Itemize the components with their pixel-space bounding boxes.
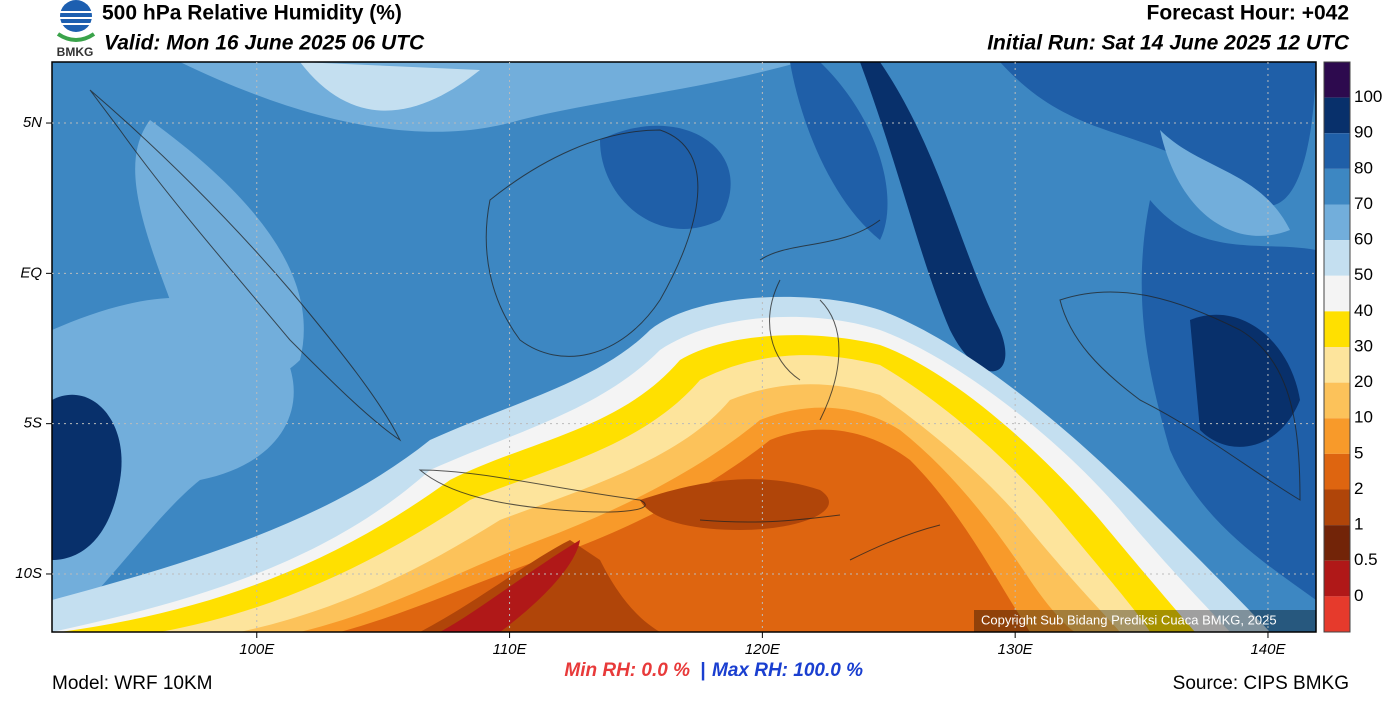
coastlines [89,89,1301,561]
colorbar-label: 90 [1354,123,1373,142]
colorbar-label: 80 [1354,158,1373,177]
colorbar-swatch [1324,133,1350,169]
colorbar-swatch [1324,418,1350,454]
valid-time: Valid: Mon 16 June 2025 06 UTC [104,32,425,55]
colorbar-label: 30 [1354,336,1373,355]
max-rh: Max RH: 100.0 % [712,660,863,681]
y-tick-label: 5N [23,114,42,131]
initial-run: Initial Run: Sat 14 June 2025 12 UTC [987,32,1350,55]
x-tick-label: 120E [745,641,781,658]
forecast-hour: Forecast Hour: +042 [1147,2,1350,25]
colorbar-swatch [1324,382,1350,419]
colorbar-label: 5 [1354,443,1363,462]
colorbar-swatch [1324,275,1350,312]
colorbar-label: 40 [1354,301,1373,320]
logo: BMKG [57,0,96,59]
colorbar-swatch [1324,596,1350,632]
y-tick-label: 5S [24,415,42,432]
colorbar-swatch [1324,347,1350,383]
min-rh: Min RH: 0.0 % [564,660,690,681]
separator: | [700,660,705,681]
colorbar-label: 10 [1354,408,1373,427]
title: 500 hPa Relative Humidity (%) [102,2,402,25]
y-tick-label: 10S [15,565,42,582]
humidity-field [52,62,1316,632]
colorbar-swatch [1324,311,1350,347]
colorbar-frame [1323,61,1351,633]
logo-text: BMKG [57,45,94,59]
x-tick-label: 140E [1250,641,1286,658]
colorbar-swatch [1324,204,1350,241]
colorbar-label: 70 [1354,194,1373,213]
colorbar-swatch [1324,560,1350,597]
source: Source: CIPS BMKG [1173,673,1349,694]
colorbar-label: 100 [1354,87,1382,106]
y-tick-label: EQ [20,264,42,281]
x-tick-label: 110E [493,641,528,658]
colorbar-swatch [1324,62,1350,98]
colorbar-swatch [1324,97,1350,134]
model: Model: WRF 10KM [52,673,212,694]
colorbar-label: 2 [1354,479,1363,498]
colorbar-label: 1 [1354,515,1363,534]
colorbar-label: 0.5 [1354,550,1378,569]
colorbar-label: 20 [1354,372,1373,391]
x-tick-label: 130E [998,641,1034,658]
colorbar-label: 60 [1354,230,1373,249]
colorbar-label: 0 [1354,586,1363,605]
colorbar-swatch [1324,168,1350,205]
colorbar-swatch [1324,453,1350,490]
colorbar-swatch [1324,240,1350,276]
colorbar-label: 50 [1354,265,1373,284]
copyright: Copyright Sub Bidang Prediksi Cuaca BMKG… [981,612,1277,627]
copyright-box [974,610,1316,632]
map-frame [51,61,1317,633]
colorbar-swatch [1324,489,1350,526]
x-tick-label: 100E [239,641,275,658]
colorbar-swatch [1324,525,1350,561]
